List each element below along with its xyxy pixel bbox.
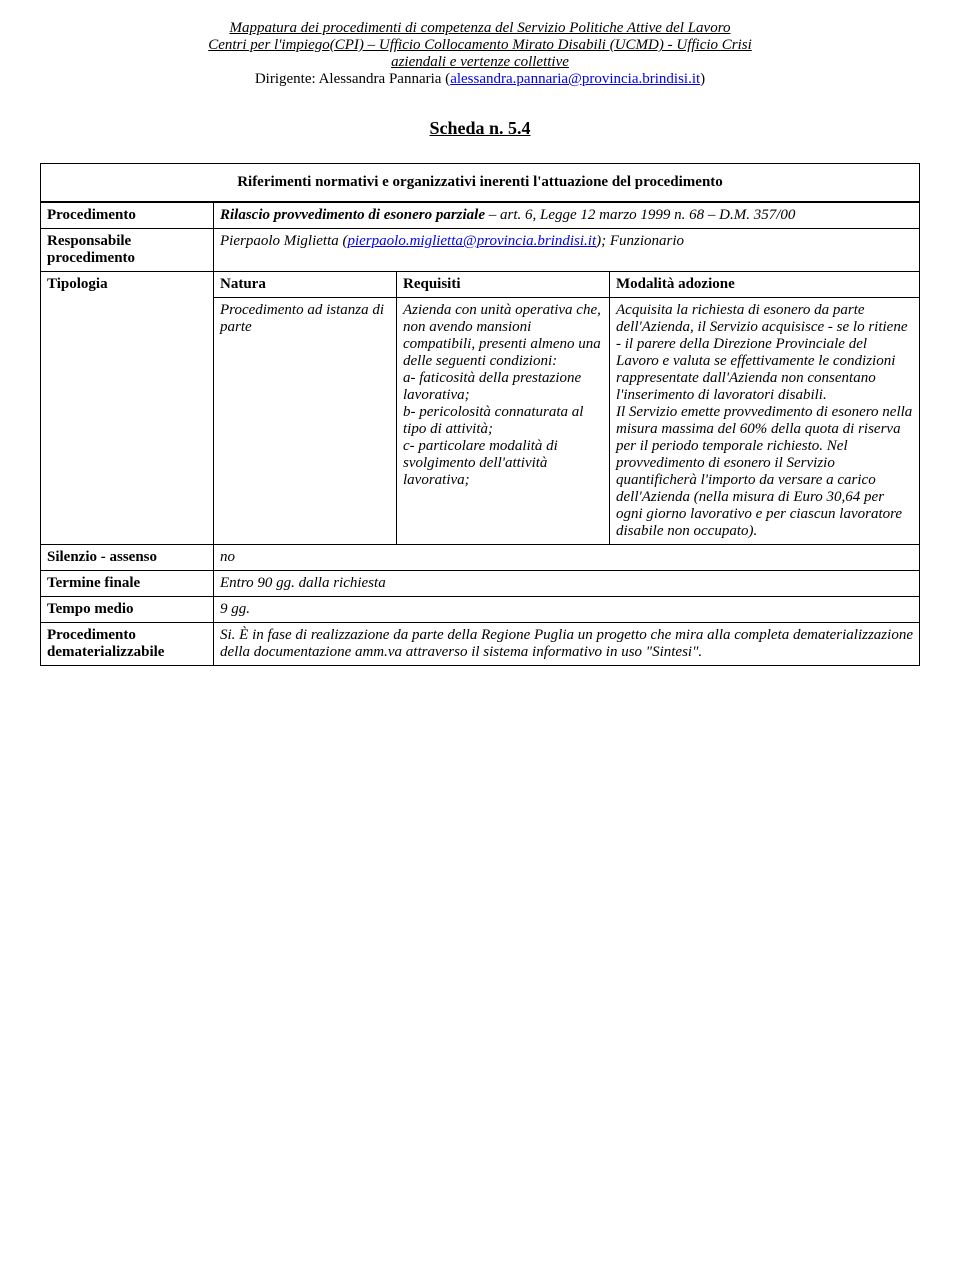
table-row-termine: Termine finale Entro 90 gg. dalla richie… xyxy=(41,571,920,597)
col-modalita: Modalità adozione xyxy=(610,272,920,298)
col-requisiti: Requisiti xyxy=(397,272,610,298)
col-natura: Natura xyxy=(214,272,397,298)
label-tempo: Tempo medio xyxy=(41,597,214,623)
cell-natura: Procedimento ad istanza di parte xyxy=(214,298,397,545)
table-row-silenzio: Silenzio - assenso no xyxy=(41,545,920,571)
responsabile-suffix: ); Funzionario xyxy=(596,233,684,249)
label-demat: Procedimento dematerializzabile xyxy=(41,623,214,666)
label-procedimento: Procedimento xyxy=(41,203,214,229)
table-row-demat: Procedimento dematerializzabile Si. È in… xyxy=(41,623,920,666)
header-line-3: aziendali e vertenze collettive xyxy=(40,54,920,71)
cell-requisiti: Azienda con unità operativa che, non ave… xyxy=(397,298,610,545)
value-responsabile: Pierpaolo Miglietta (pierpaolo.miglietta… xyxy=(214,229,920,272)
procedimento-rest: – art. 6, Legge 12 marzo 1999 n. 68 – D.… xyxy=(485,207,795,223)
references-heading: Riferimenti normativi e organizzativi in… xyxy=(40,163,920,202)
tipologia-body-row: Procedimento ad istanza di parte Azienda… xyxy=(214,298,919,545)
scheda-title: Scheda n. 5.4 xyxy=(40,118,920,139)
procedure-table: Procedimento Rilascio provvedimento di e… xyxy=(40,202,920,666)
table-row-responsabile: Responsabile procedimento Pierpaolo Migl… xyxy=(41,229,920,272)
label-responsabile: Responsabile procedimento xyxy=(41,229,214,272)
responsabile-prefix: Pierpaolo Miglietta ( xyxy=(220,233,347,249)
value-tempo: 9 gg. xyxy=(214,597,920,623)
dirigente-suffix: ) xyxy=(700,71,705,87)
dirigente-email-link[interactable]: alessandra.pannaria@provincia.brindisi.i… xyxy=(450,71,700,87)
label-termine: Termine finale xyxy=(41,571,214,597)
document-header: Mappatura dei procedimenti di competenza… xyxy=(40,20,920,88)
tipologia-subtable: Natura Requisiti Modalità adozione Proce… xyxy=(214,272,919,544)
value-silenzio: no xyxy=(214,545,920,571)
cell-modalita: Acquisita la richiesta di esonero da par… xyxy=(610,298,920,545)
responsabile-email-link[interactable]: pierpaolo.miglietta@provincia.brindisi.i… xyxy=(347,233,596,249)
table-row-tempo: Tempo medio 9 gg. xyxy=(41,597,920,623)
dirigente-prefix: Dirigente: Alessandra Pannaria ( xyxy=(255,71,450,87)
header-line-4: Dirigente: Alessandra Pannaria (alessand… xyxy=(40,71,920,88)
table-row-tipologia: Tipologia Natura Requisiti Modalità adoz… xyxy=(41,272,920,545)
label-silenzio: Silenzio - assenso xyxy=(41,545,214,571)
value-termine: Entro 90 gg. dalla richiesta xyxy=(214,571,920,597)
tipologia-subtable-cell: Natura Requisiti Modalità adozione Proce… xyxy=(214,272,920,545)
header-line-1: Mappatura dei procedimenti di competenza… xyxy=(40,20,920,37)
value-demat: Si. È in fase di realizzazione da parte … xyxy=(214,623,920,666)
procedimento-bold: Rilascio provvedimento di esonero parzia… xyxy=(220,207,485,223)
value-procedimento: Rilascio provvedimento di esonero parzia… xyxy=(214,203,920,229)
tipologia-header-row: Natura Requisiti Modalità adozione xyxy=(214,272,919,298)
table-row-procedimento: Procedimento Rilascio provvedimento di e… xyxy=(41,203,920,229)
label-tipologia: Tipologia xyxy=(41,272,214,545)
header-line-2: Centri per l'impiego(CPI) – Ufficio Coll… xyxy=(40,37,920,54)
